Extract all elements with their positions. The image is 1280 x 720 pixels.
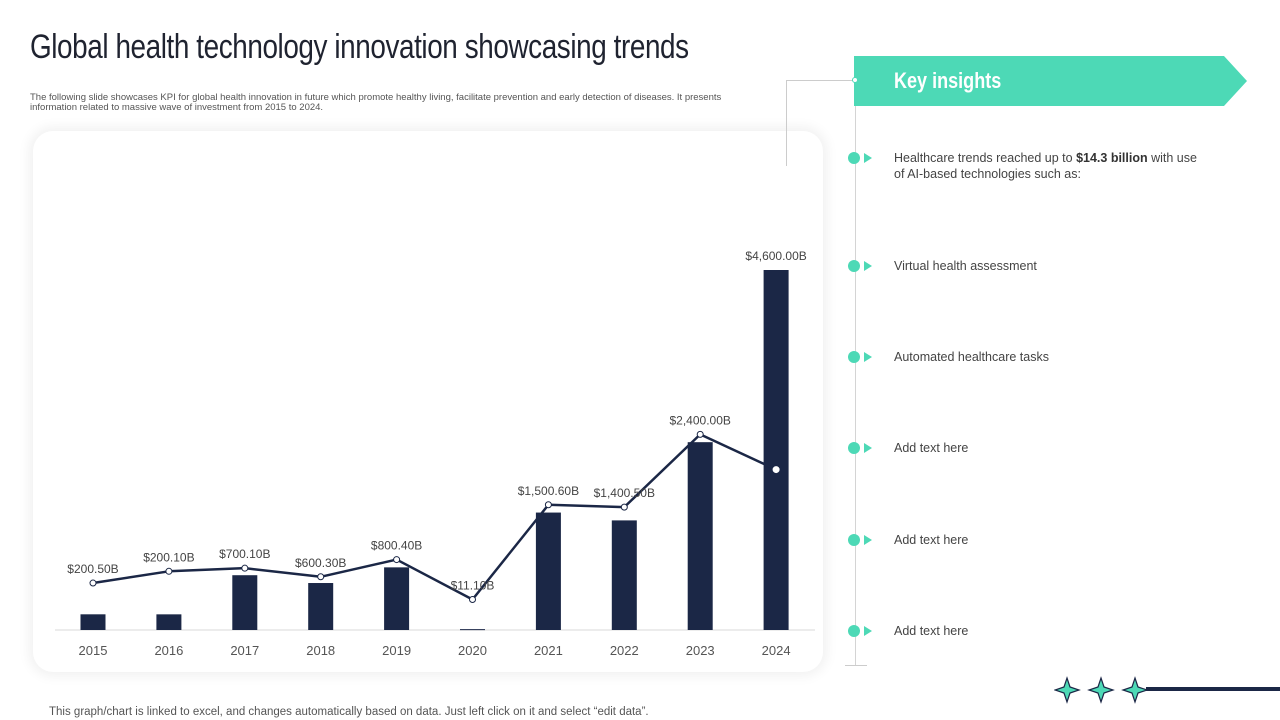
line-point [620,503,628,511]
bullet-dot-icon [848,534,860,546]
bullet-dot-icon [848,260,860,272]
investment-chart[interactable]: 2015 2016 2017 2018 2019 2020 2021 2022 2023 2024… [33,131,823,672]
data-label: $800.40B [371,539,422,553]
bar [384,567,410,630]
x-tick-label: 2023 [686,643,715,658]
chart-card[interactable]: 2015 2016 2017 2018 2019 2020 2021 2022 2023 2024… [33,131,823,672]
line-point [241,564,249,572]
line-point [317,573,325,581]
timeline-cap [845,665,867,666]
x-tick-label: 2024 [762,643,791,658]
x-tick-label: 2015 [79,643,108,658]
bar [687,442,713,630]
x-tick-label: 2022 [610,643,639,658]
bullet-dot-icon [848,351,860,363]
bullet-dot-icon [848,625,860,637]
x-tick-label: 2018 [306,643,335,658]
bar [156,614,182,630]
insight-item: Healthcare trends reached up to $14.3 bi… [848,150,1204,182]
x-tick-label: 2021 [534,643,563,658]
line-point [544,501,552,509]
data-label: $200.10B [143,550,194,564]
insight-text: Automated healthcare tasks [894,350,1049,364]
line-point [393,556,401,564]
trend-line [92,433,777,601]
bullet-dot-icon [848,152,860,164]
data-label: $1,500.60B [518,484,579,498]
x-tick-label: 2019 [382,643,411,658]
x-tick-label: 2016 [154,643,183,658]
connector-line [787,80,855,81]
data-label: $700.10B [219,547,270,561]
insight-item: Add text here [848,440,1204,456]
insight-text: Add text here [894,533,969,547]
data-label: $200.50B [67,562,118,576]
bar [308,583,334,630]
star-icon [1121,676,1146,704]
insight-prefix: Healthcare trends reached up to [894,151,1077,165]
bar [535,512,561,630]
insight-text: Healthcare trends reached up to $14.3 bi… [894,150,1204,182]
data-label: $2,400.00B [670,413,731,427]
insight-item: Add text here [848,623,1204,639]
data-label: $4,600.00B [745,249,806,263]
data-label: $600.30B [295,556,346,570]
decorative-stars [1054,676,1146,704]
line-point [469,595,476,603]
x-tick-label: 2020 [458,643,487,658]
line-point [165,567,173,575]
arrow-right-icon [864,443,872,453]
line-point [772,466,780,474]
arrow-right-icon [864,261,872,271]
line-point [696,430,704,438]
bar [80,614,106,630]
footnote: This graph/chart is linked to excel, and… [49,706,649,718]
bar [460,629,485,631]
insight-item: Add text here [848,532,1204,548]
insight-text: Virtual health assessment [894,259,1037,273]
insight-item: Virtual health assessment [848,258,1204,274]
data-label: $11.10B [451,578,495,592]
key-insights-title: Key insights [894,68,1002,93]
bullet-dot-icon [848,442,860,454]
x-tick-label: 2017 [230,643,259,658]
arrow-right-icon [864,352,872,362]
decorative-bar [1146,687,1280,691]
connector-line-vertical [786,80,787,166]
insight-highlight: $14.3 billion [1076,151,1148,165]
line-point [89,579,97,587]
insight-item: Automated healthcare tasks [848,349,1204,365]
arrow-right-icon [864,153,872,163]
data-label: $1,400.50B [594,486,655,500]
star-icon [1087,676,1115,704]
arrow-right-icon [864,535,872,545]
bar [232,575,258,630]
insight-text: Add text here [894,624,969,638]
timeline-top-dot [852,77,858,83]
bar [763,270,789,630]
page-title: Global health technology innovation show… [30,28,689,66]
page-subtitle: The following slide showcases KPI for gl… [30,92,722,113]
bar [611,520,637,630]
key-insights-banner: Key insights [854,56,1247,106]
insight-text: Add text here [894,441,969,455]
insight-suffix: with use of AI-based technologies such a… [894,151,1197,181]
timeline-line [855,80,856,665]
star-icon [1054,676,1081,704]
arrow-right-icon [864,626,872,636]
